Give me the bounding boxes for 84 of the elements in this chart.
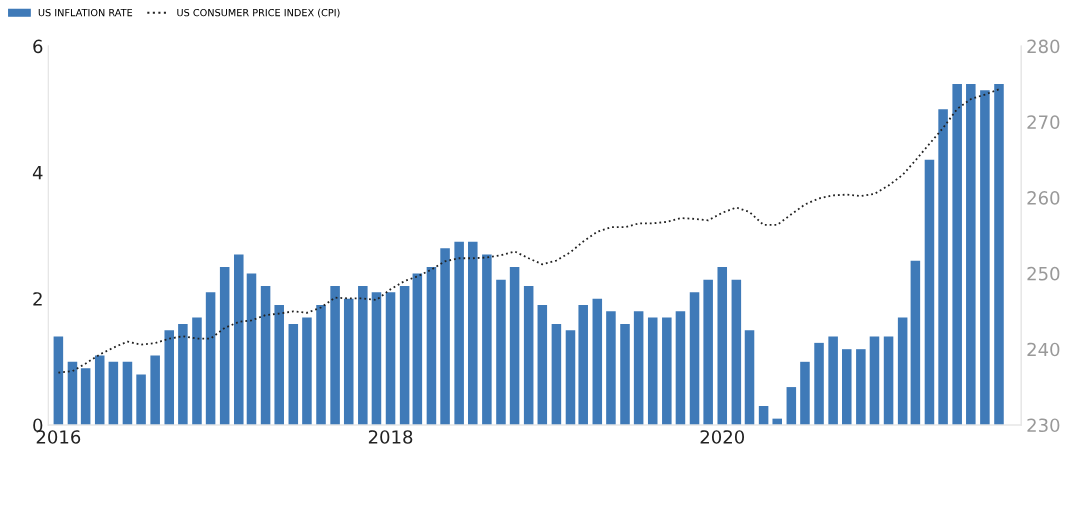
y-tick-label: 6 xyxy=(33,39,43,54)
bar xyxy=(662,317,672,425)
bar xyxy=(592,298,603,425)
bar xyxy=(814,342,824,425)
bar xyxy=(94,355,105,425)
y-tick-label: 4 xyxy=(32,166,43,180)
bar xyxy=(136,374,146,425)
bar xyxy=(675,311,686,425)
bar xyxy=(53,336,64,425)
bar xyxy=(537,304,548,425)
bar xyxy=(371,292,382,425)
y2-tick-label: 270 xyxy=(1027,115,1060,129)
bar xyxy=(744,330,755,425)
bar xyxy=(924,159,935,425)
bar xyxy=(897,317,908,425)
bar xyxy=(219,267,230,425)
legend-label: US CONSUMER PRICE INDEX (CPI) xyxy=(177,8,340,18)
y2-tick-label: 280 xyxy=(1027,39,1060,54)
bar xyxy=(828,336,838,425)
bar xyxy=(786,387,797,425)
bar xyxy=(343,298,354,425)
y2-tick-label: 250 xyxy=(1027,266,1060,281)
bar xyxy=(980,90,990,425)
y2-tick-label: 230 xyxy=(1027,418,1060,433)
bar xyxy=(150,355,160,425)
bar xyxy=(426,267,437,425)
bar xyxy=(302,317,312,425)
bar xyxy=(67,361,78,425)
bar xyxy=(551,323,562,425)
bar xyxy=(731,279,742,425)
bar xyxy=(758,406,769,425)
bar xyxy=(178,323,188,425)
bar xyxy=(316,304,326,425)
legend-label: US INFLATION RATE xyxy=(38,8,133,17)
bar xyxy=(938,109,948,425)
y-tick-label: 0 xyxy=(33,418,43,433)
y-tick-label: 2 xyxy=(33,292,42,306)
bar xyxy=(620,323,630,425)
bar xyxy=(468,241,478,425)
x-tick-label: 2020 xyxy=(700,430,745,444)
bar xyxy=(523,286,534,425)
line-series xyxy=(57,88,1000,374)
bar xyxy=(910,260,921,425)
x-tick-label: 2016 xyxy=(36,430,81,444)
bar xyxy=(856,349,866,425)
bar xyxy=(122,361,133,425)
bar xyxy=(578,304,588,425)
bar xyxy=(717,267,728,425)
bar xyxy=(509,267,520,425)
bar xyxy=(260,286,271,425)
x-tick-label: 2018 xyxy=(368,430,413,444)
bar xyxy=(703,279,713,425)
bar xyxy=(994,83,1004,425)
bar xyxy=(385,292,396,425)
bar xyxy=(952,83,962,425)
bar xyxy=(330,286,340,425)
bar xyxy=(800,361,810,425)
bar xyxy=(869,336,880,425)
bar xyxy=(108,361,119,425)
bar xyxy=(205,292,216,425)
bar xyxy=(689,292,700,425)
bar xyxy=(482,254,492,425)
bar xyxy=(164,330,175,425)
bar xyxy=(358,286,368,425)
bar xyxy=(274,304,284,425)
bar xyxy=(565,330,576,425)
bar xyxy=(883,336,894,425)
bar xyxy=(966,83,976,425)
bar xyxy=(80,368,91,425)
bar xyxy=(412,273,423,425)
bar xyxy=(234,254,244,425)
bar xyxy=(246,273,257,425)
bar xyxy=(399,286,410,425)
bar xyxy=(440,248,450,425)
y2-tick-label: 260 xyxy=(1027,191,1060,205)
bar xyxy=(606,311,616,425)
y2-tick-label: 240 xyxy=(1027,342,1060,357)
bar xyxy=(633,311,644,425)
bar xyxy=(647,317,658,425)
bar xyxy=(192,317,202,425)
bar xyxy=(496,279,506,425)
bar xyxy=(841,349,852,425)
bar xyxy=(288,323,299,425)
bar xyxy=(454,241,464,425)
